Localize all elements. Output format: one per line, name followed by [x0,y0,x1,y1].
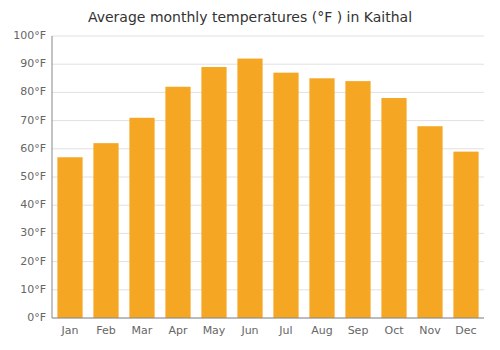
y-tick-label: 80°F [20,85,46,98]
grid-line [52,92,484,93]
bar [237,59,262,318]
x-tick-label: Mar [132,324,153,337]
bar [201,67,226,318]
grid-line [52,64,484,65]
y-tick-label: 100°F [13,29,46,42]
x-tick-label: Nov [419,324,441,337]
x-tick-label: Dec [455,324,476,337]
bar [381,98,406,318]
bar [93,143,118,318]
x-tick-label: Apr [168,324,188,337]
y-tick-label: 10°F [20,283,46,296]
y-tick-label: 60°F [20,142,46,155]
y-tick-label: 40°F [20,198,46,211]
chart-container: 0°F 10°F 20°F 30°F 40°F 50°F 60°F 70°F 80°F 90°F 1… [0,0,500,350]
x-tick-label: Jul [278,324,292,337]
x-axis-line [52,318,484,319]
y-tick-label: 90°F [20,57,46,70]
y-tick-label: 20°F [20,255,46,268]
bar [57,157,82,318]
x-tick-label: Aug [311,324,332,337]
bar [129,118,154,318]
title: Average monthly temperatures (°F ) in Ka… [88,9,412,25]
grid-line [52,318,484,319]
y-axis-line [52,36,53,318]
grid [52,36,484,318]
grid-line [52,36,484,37]
x-tick-label: May [203,324,226,337]
bar [273,73,298,318]
x-tick-label: Jun [240,324,258,337]
x-tick-label: Sep [348,324,369,337]
bars [57,59,478,318]
background [0,0,500,350]
x-axis: Jan Feb Mar Apr May Jun Jul Aug Sep Oct Nov Dec [61,324,477,337]
y-tick-label: 50°F [20,170,46,183]
chart: 0°F 10°F 20°F 30°F 40°F 50°F 60°F 70°F 80°F 90°F 1… [0,0,500,350]
x-tick-label: Oct [384,324,404,337]
x-tick-label: Feb [96,324,115,337]
bar [453,152,478,318]
bar [417,126,442,318]
bar [345,81,370,318]
grid-line [52,120,484,121]
x-tick-label: Jan [61,324,79,337]
y-axis: 0°F 10°F 20°F 30°F 40°F 50°F 60°F 70°F 80°F 90°F 1… [13,29,46,324]
bar [309,78,334,318]
bar [165,87,190,318]
y-tick-label: 70°F [20,114,46,127]
y-tick-label: 30°F [20,226,46,239]
y-tick-label: 0°F [27,311,46,324]
